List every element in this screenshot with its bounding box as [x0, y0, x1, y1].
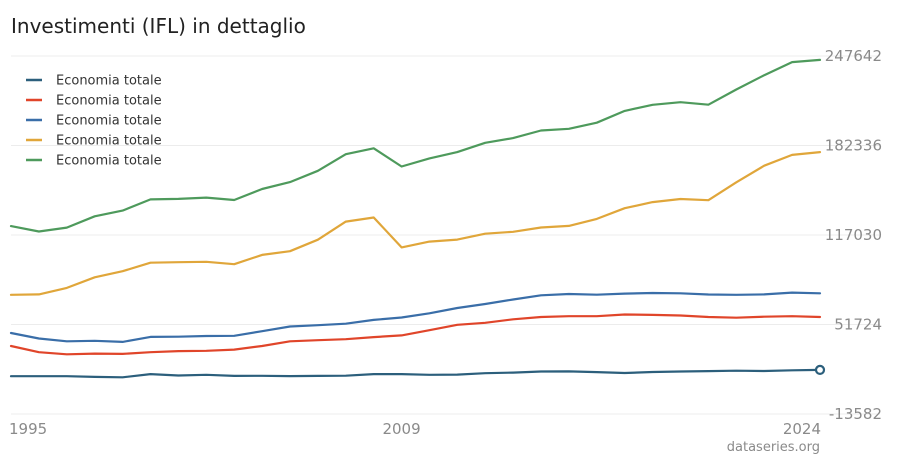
legend: Economia totale Economia totale Economia t…: [26, 74, 162, 169]
series-line-2: [9, 291, 822, 343]
x-tick-label: 1995: [9, 420, 47, 438]
series-lines: [9, 58, 822, 379]
y-tick-label: 182336: [825, 137, 882, 155]
x-axis-ticks: 1995 2009 2024: [9, 420, 821, 438]
end-markers: [814, 364, 826, 375]
chart-title: Investimenti (IFL) in dettaglio: [11, 14, 306, 38]
legend-label: Economia totale: [56, 74, 162, 89]
series-line-3: [9, 151, 822, 296]
x-tick-label: 2009: [382, 420, 420, 438]
legend-label: Economia totale: [56, 134, 162, 149]
y-axis-ticks: 247642 182336 117030 51724 -13582: [825, 47, 882, 423]
legend-label: Economia totale: [56, 154, 162, 169]
series-line-0: [9, 368, 822, 379]
y-tick-label: -13582: [829, 405, 882, 423]
series-end-marker: [814, 364, 826, 375]
grid-lines: [11, 55, 880, 415]
y-tick-label: 117030: [825, 226, 882, 244]
x-tick-label: 2024: [783, 420, 821, 438]
y-tick-label: 51724: [834, 316, 882, 334]
y-tick-label: 247642: [825, 47, 882, 65]
source-credit: dataseries.org: [726, 440, 820, 455]
legend-label: Economia totale: [56, 94, 162, 109]
series-line-4: [9, 58, 822, 233]
series-line-1: [9, 313, 822, 356]
legend-label: Economia totale: [56, 114, 162, 129]
